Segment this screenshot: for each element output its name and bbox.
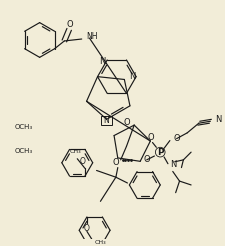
Text: O: O <box>147 133 154 142</box>
Text: N: N <box>170 160 176 169</box>
Text: N: N <box>129 72 135 81</box>
Text: NH: NH <box>87 32 98 41</box>
Text: O: O <box>174 134 180 143</box>
Text: OCH₃: OCH₃ <box>15 148 33 154</box>
Text: CH₃: CH₃ <box>95 240 106 246</box>
Text: CH₃: CH₃ <box>70 150 81 154</box>
Text: O: O <box>80 157 86 166</box>
Text: O: O <box>144 155 151 164</box>
Text: N: N <box>215 115 222 124</box>
Text: N: N <box>104 116 110 125</box>
Text: P: P <box>157 148 164 157</box>
Text: O: O <box>112 158 119 167</box>
Text: O: O <box>67 20 73 29</box>
Bar <box>101 116 112 125</box>
Text: N: N <box>99 57 106 66</box>
Text: O: O <box>84 224 90 233</box>
Text: O: O <box>123 118 130 127</box>
Text: OCH₃: OCH₃ <box>15 124 33 130</box>
